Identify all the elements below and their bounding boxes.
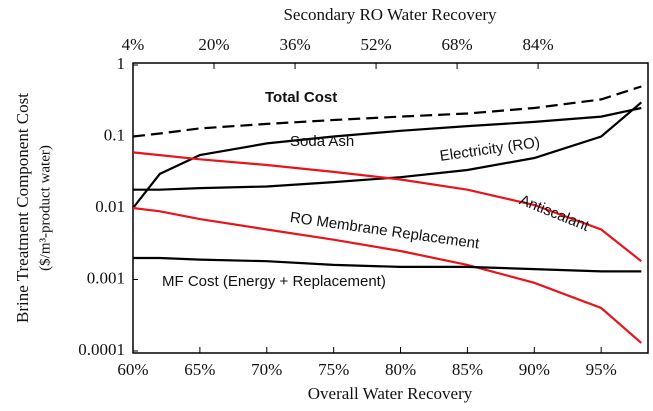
x-tick-label: 75% <box>318 360 349 379</box>
x2-axis-label: Secondary RO Water Recovery <box>283 5 497 24</box>
series-label: RO Membrane Replacement <box>289 209 481 253</box>
x-tick-label: 60% <box>117 360 148 379</box>
series-line <box>132 106 642 209</box>
x-tick-label: 95% <box>586 360 617 379</box>
y-axis-label: ($/m³-product water) <box>37 145 53 271</box>
x2-tick-label: 36% <box>279 35 310 54</box>
x-tick-label: 70% <box>251 360 282 379</box>
x2-tick-label: 4% <box>122 35 145 54</box>
series-line <box>133 101 643 191</box>
x-tick-label: 90% <box>519 360 550 379</box>
y-tick-label: 0.1 <box>104 125 125 144</box>
x-tick-label: 80% <box>385 360 416 379</box>
series-label: MF Cost (Energy + Replacement) <box>162 273 386 290</box>
y-tick-label: 0.01 <box>95 197 125 216</box>
x2-tick-label: 20% <box>198 35 229 54</box>
x-tick-label: 65% <box>184 360 215 379</box>
y-tick-label: 0.001 <box>87 268 125 287</box>
x2-tick-label: 68% <box>442 35 473 54</box>
y-axis-label: Brine Treatment Component Cost <box>13 93 32 323</box>
series-line <box>133 256 642 273</box>
y-tick-label: 1 <box>117 54 126 73</box>
series-label: Total Cost <box>265 89 337 106</box>
y-tick-label: 0.0001 <box>78 340 125 359</box>
series-line <box>132 151 642 263</box>
plot-frame <box>132 62 649 354</box>
series-line <box>132 85 642 138</box>
x2-tick-label: 84% <box>523 35 554 54</box>
x-tick-label: 85% <box>452 360 483 379</box>
series-label: Soda Ash <box>290 133 354 150</box>
series-line <box>132 206 643 344</box>
series-label: Antiscalant <box>517 192 592 236</box>
x-axis-label: Overall Water Recovery <box>308 384 473 403</box>
x2-tick-label: 52% <box>360 35 391 54</box>
